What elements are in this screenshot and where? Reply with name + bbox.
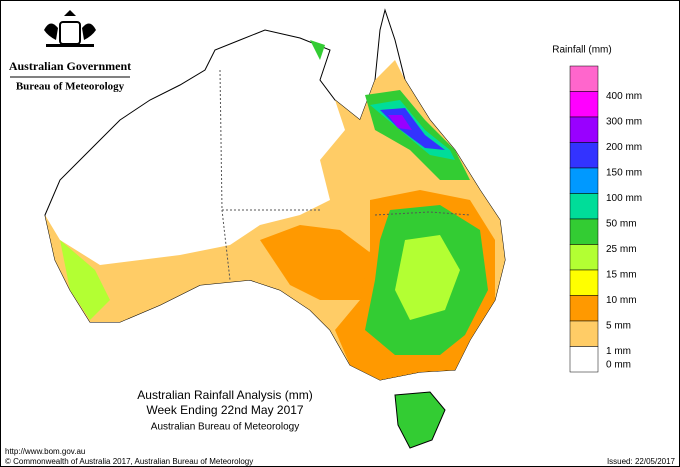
- footer-url: http://www.bom.gov.au: [5, 447, 85, 456]
- legend-swatch: [569, 269, 599, 296]
- rainfall-map: [44, 8, 506, 449]
- legend-swatch: [569, 346, 599, 373]
- legend-label: 50 mm: [606, 219, 637, 230]
- legend: 400 mm 300 mm 200 mm 150 mm 100 mm 50 mm 25 mm…: [569, 65, 642, 373]
- legend-swatch: [569, 167, 599, 194]
- legend-label: 200 mm: [606, 142, 642, 153]
- legend-label: 100 mm: [606, 193, 642, 204]
- map-title: Australian Rainfall Analysis (mm): [137, 388, 312, 402]
- legend-label: 15 mm: [606, 270, 637, 281]
- legend-label: 150 mm: [606, 168, 642, 179]
- legend-swatch: [569, 116, 599, 143]
- legend-swatch: [569, 244, 599, 271]
- agency-name: Bureau of Meteorology: [16, 81, 125, 93]
- legend-swatch: [569, 218, 599, 245]
- legend-swatch: [569, 65, 599, 92]
- legend-label: 0 mm: [606, 360, 631, 371]
- legend-label: 5 mm: [606, 321, 631, 332]
- government-name: Australian Government: [9, 59, 131, 73]
- legend-swatch: [569, 295, 599, 322]
- footer-issued: Issued: 22/05/2017: [607, 457, 676, 466]
- legend-swatch: [569, 91, 599, 118]
- map-source: Australian Bureau of Meteorology: [151, 422, 299, 433]
- legend-swatch: [569, 320, 599, 347]
- legend-label: 300 mm: [606, 117, 642, 128]
- legend-label: 10 mm: [606, 295, 637, 306]
- map-subtitle: Week Ending 22nd May 2017: [146, 403, 304, 417]
- legend-label: 1 mm: [606, 346, 631, 357]
- legend-swatch: [569, 142, 599, 169]
- footer-copyright: © Commonwealth of Australia 2017, Austra…: [5, 457, 253, 466]
- legend-title: Rainfall (mm): [552, 45, 611, 56]
- coat-of-arms: [44, 10, 96, 47]
- legend-swatch: [569, 193, 599, 220]
- legend-label: 400 mm: [606, 91, 642, 102]
- legend-label: 25 mm: [606, 244, 637, 255]
